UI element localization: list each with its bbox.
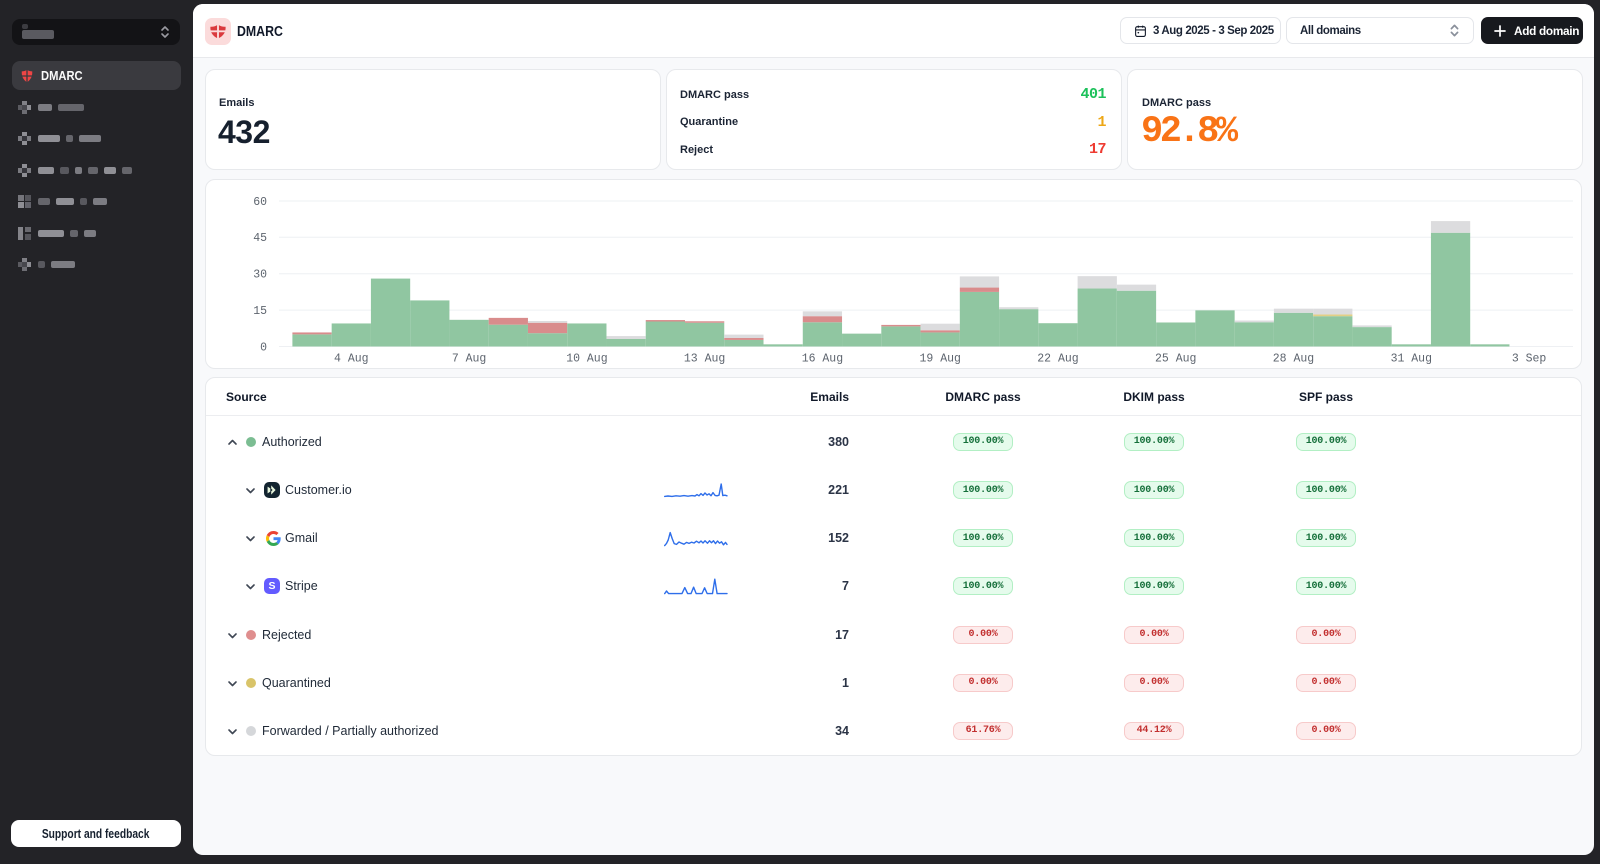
svg-text:60: 60 bbox=[253, 196, 267, 209]
svg-text:10 Aug: 10 Aug bbox=[566, 353, 607, 366]
svg-text:16 Aug: 16 Aug bbox=[802, 353, 843, 366]
svg-text:3 Sep: 3 Sep bbox=[1512, 353, 1547, 366]
svg-text:25 Aug: 25 Aug bbox=[1155, 353, 1196, 366]
svg-text:13 Aug: 13 Aug bbox=[684, 353, 725, 366]
svg-text:45: 45 bbox=[253, 232, 267, 245]
svg-text:31 Aug: 31 Aug bbox=[1391, 353, 1432, 366]
svg-text:7 Aug: 7 Aug bbox=[452, 353, 487, 366]
svg-text:0: 0 bbox=[260, 341, 267, 354]
svg-text:19 Aug: 19 Aug bbox=[919, 353, 960, 366]
svg-text:30: 30 bbox=[253, 269, 267, 282]
svg-text:15: 15 bbox=[253, 305, 267, 318]
svg-text:4 Aug: 4 Aug bbox=[334, 353, 369, 366]
svg-text:28 Aug: 28 Aug bbox=[1273, 353, 1314, 366]
svg-text:22 Aug: 22 Aug bbox=[1037, 353, 1078, 366]
